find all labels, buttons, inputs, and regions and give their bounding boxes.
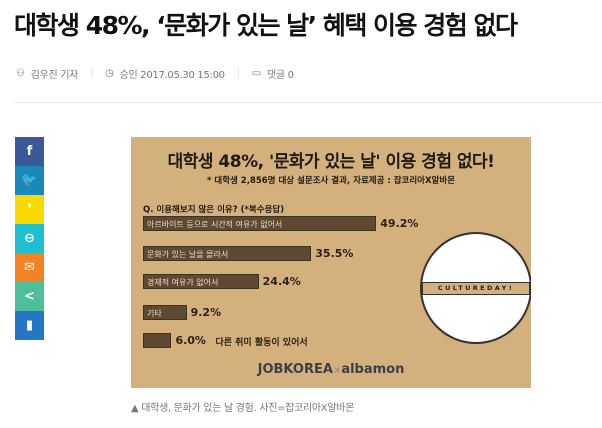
globe-banner: CULTUREDAY! xyxy=(422,282,530,295)
facebook-share-button[interactable]: f xyxy=(15,137,44,166)
bar-label: 기타 xyxy=(147,309,162,318)
bar xyxy=(143,216,377,231)
mail-share-button[interactable]: ✉ xyxy=(15,253,44,282)
bookmark-share-button[interactable]: ▮ xyxy=(15,311,44,340)
bar-label: 아르바이트 등으로 시간적 여유가 없어서 xyxy=(147,220,283,229)
bar-label: 문화가 있는 날을 몰라서 xyxy=(147,250,229,259)
author: 김우진 기자 xyxy=(30,70,79,81)
facebook-icon: f xyxy=(26,144,33,159)
mail-icon: ✉ xyxy=(24,260,35,275)
share-bar: f 🐦 ❜ ⊖ ✉ < ▮ xyxy=(15,137,44,340)
clock-icon: ◷ xyxy=(105,68,114,79)
twitter-icon: 🐦 xyxy=(21,173,38,188)
bar xyxy=(143,305,187,320)
bar xyxy=(143,246,312,261)
divider xyxy=(14,102,602,103)
comment-count[interactable]: 댓글 0 xyxy=(266,70,294,81)
publish-date: 승인 2017.05.30 15:00 xyxy=(119,70,225,81)
logo-jobkorea: JOBKOREA xyxy=(257,362,333,377)
kakaostory-icon: ❜ xyxy=(27,202,32,217)
link-share-button[interactable]: ⊖ xyxy=(15,224,44,253)
divider: | xyxy=(90,68,94,79)
share-share-button[interactable]: < xyxy=(15,282,44,311)
bar-label: 다른 취미 활동이 있어서 xyxy=(215,338,308,348)
bar-value: 35.5% xyxy=(315,247,354,260)
article-title: 대학생 48%, ‘문화가 있는 날’ 혜택 이용 경험 없다 xyxy=(14,11,518,40)
comment-icon: ▭ xyxy=(251,68,261,79)
bar xyxy=(143,333,172,348)
image-caption: ▲ 대학생, 문화가 있는 날 경험. 사진=잡코리아X알바몬 xyxy=(131,403,355,414)
bar-value: 6.0% xyxy=(175,334,206,347)
share-icon: < xyxy=(24,289,35,304)
kakaostory-share-button[interactable]: ❜ xyxy=(15,195,44,224)
bar xyxy=(143,274,259,289)
link-icon: ⊖ xyxy=(24,231,35,246)
infographic-title: 대학생 48%, '문화가 있는 날' 이용 경험 없다! xyxy=(167,152,495,172)
divider: | xyxy=(236,68,240,79)
infographic-question: Q. 이용해보지 않은 이유? (*복수응답) xyxy=(143,205,285,215)
bar-value: 24.4% xyxy=(262,275,301,288)
bar-value: 49.2% xyxy=(380,217,419,230)
article-meta: ⚇ 김우진 기자 | ◷ 승인 2017.05.30 15:00 | ▭ 댓글 … xyxy=(16,66,294,81)
person-icon: ⚇ xyxy=(16,68,25,79)
infographic-subtitle: * 대학생 2,856명 대상 설문조사 결과, 자료제공 : 잡코리아X알바몬 xyxy=(206,176,456,186)
infographic-image: 대학생 48%, '문화가 있는 날' 이용 경험 없다! * 대학생 2,85… xyxy=(131,137,531,388)
bar-label: 경제적 여유가 없어서 xyxy=(147,278,219,287)
twitter-share-button[interactable]: 🐦 xyxy=(15,166,44,195)
logo-x: × xyxy=(332,365,342,376)
bookmark-icon: ▮ xyxy=(25,318,34,333)
logo-albamon: albamon xyxy=(341,362,405,377)
brand-logo: JOBKOREA×albamon xyxy=(131,362,531,377)
bar-value: 9.2% xyxy=(190,306,222,319)
